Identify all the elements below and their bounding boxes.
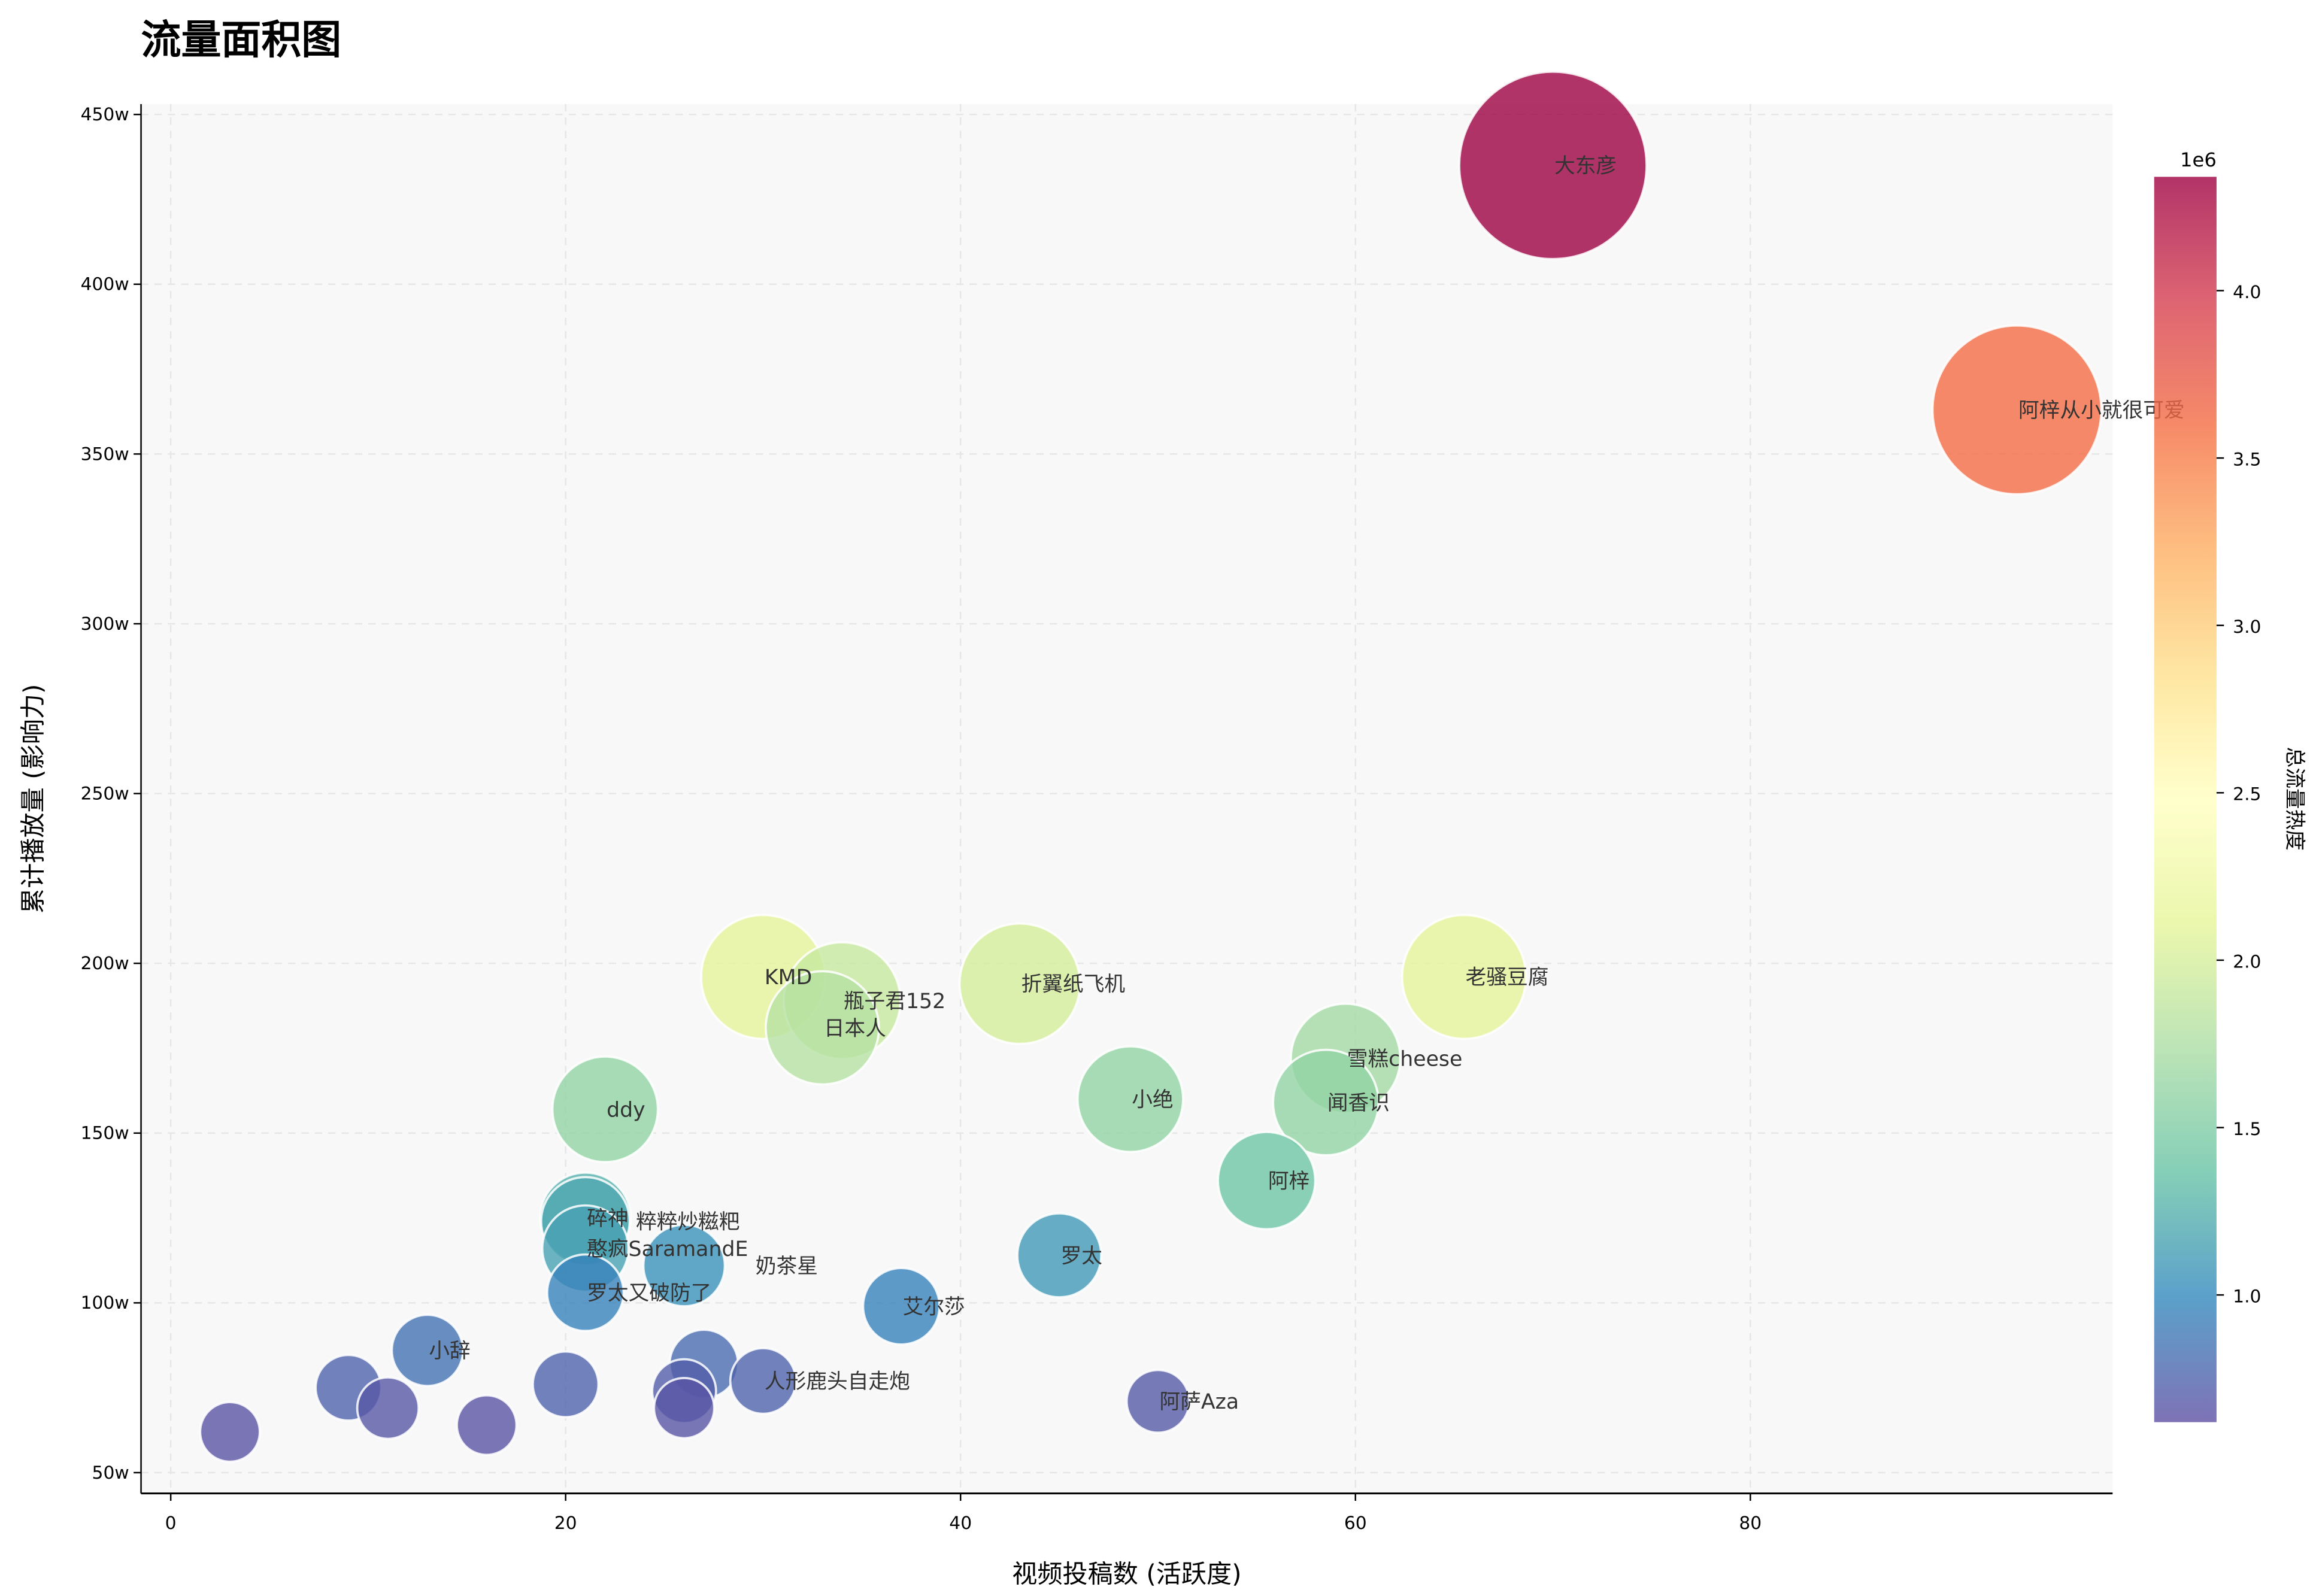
bubble: [1400, 914, 1527, 1040]
bubble-label: 奶茶星: [756, 1254, 818, 1278]
bubble-label: 碎神: [587, 1207, 628, 1231]
colorbar-tick-label: 3.5: [2233, 449, 2261, 470]
bubble-label: 小辞: [429, 1339, 470, 1363]
colorbar-tick-label: 1.0: [2233, 1286, 2261, 1307]
bubble-label: 阿梓: [1268, 1170, 1309, 1194]
bubble: [532, 1350, 600, 1419]
y-axis-label: 累计播放量 (影响力): [18, 684, 47, 914]
y-tick-label: 50w: [92, 1463, 129, 1483]
bubble-label: 粹粹炒糍粑: [636, 1210, 740, 1234]
colorbar-tick-label: 1.5: [2233, 1119, 2261, 1140]
bubble: [1272, 1048, 1380, 1157]
colorbar-label: 总流量热度: [2282, 747, 2306, 851]
bubble: [729, 1347, 798, 1415]
x-tick-label: 80: [1739, 1513, 1762, 1534]
y-tick-label: 200w: [81, 953, 129, 974]
y-tick-label: 250w: [81, 783, 129, 804]
bubble: [765, 970, 880, 1086]
bubble: [390, 1313, 465, 1388]
y-tick-label: 100w: [81, 1292, 129, 1313]
bubble-label: 罗太: [1061, 1244, 1102, 1268]
bubble: [551, 1055, 659, 1163]
bubble: [1458, 70, 1648, 260]
bubble: [862, 1267, 941, 1346]
bubble: [456, 1394, 518, 1457]
grid: [141, 104, 2113, 1494]
bubble-label: ddy: [607, 1098, 645, 1122]
plot-area: [141, 104, 2113, 1494]
bubble-label: 憨疯SaramandE: [587, 1237, 748, 1261]
y-tick-label: 400w: [81, 274, 129, 295]
colorbar: [2154, 177, 2217, 1422]
bubble-label: 雪糕cheese: [1347, 1047, 1463, 1071]
bubble-label: 瓶子君152: [844, 990, 945, 1014]
bubble-label: 小绝: [1132, 1088, 1173, 1112]
bubble-label: 人形鹿头自走炮: [765, 1370, 910, 1394]
y-ticks: 50w 100w 150w 200w 250w 300w 350w 400w 450w: [81, 104, 141, 1483]
bubble: [653, 1377, 716, 1440]
bubble-label: 老骚豆腐: [1466, 966, 1549, 990]
colorbar-tick-label: 2.0: [2233, 951, 2261, 972]
bubble: [356, 1376, 420, 1440]
colorbar-tick-label: 3.0: [2233, 617, 2261, 638]
x-tick-label: 20: [554, 1513, 577, 1534]
chart-title: 流量面积图: [141, 17, 342, 63]
bubble: [1125, 1369, 1191, 1434]
bubble-label: 闻香识: [1327, 1091, 1390, 1115]
bubble: [199, 1401, 261, 1463]
y-tick-label: 150w: [81, 1123, 129, 1144]
bubbles: [199, 70, 2103, 1463]
x-tick-label: 0: [165, 1513, 177, 1534]
x-tick-label: 40: [949, 1513, 972, 1534]
colorbar-tick-label: 2.5: [2233, 784, 2261, 805]
bubble: [545, 1253, 625, 1333]
bubble: [1217, 1131, 1317, 1231]
x-axis-label: 视频投稿数 (活跃度): [1012, 1559, 1241, 1588]
y-tick-label: 300w: [81, 614, 129, 635]
bubble-label: 阿萨Aza: [1159, 1390, 1239, 1414]
bubble: [1016, 1212, 1103, 1298]
colorbar-tick-label: 4.0: [2233, 282, 2261, 303]
bubble: [958, 922, 1081, 1045]
bubble-label: 艾尔莎: [903, 1295, 965, 1319]
y-tick-label: 450w: [81, 104, 129, 125]
x-ticks: 0 20 40 60 80: [165, 1493, 1762, 1534]
bubble-label: 大东彦: [1554, 154, 1617, 178]
bubble: [1076, 1045, 1184, 1153]
y-tick-label: 350w: [81, 444, 129, 465]
bubble: [642, 1224, 726, 1307]
bubble-label: 折翼纸飞机: [1021, 973, 1126, 997]
bubble-label: 日本人: [824, 1017, 886, 1040]
colorbar-ticks: 1.0 1.5 2.0 2.5 3.0 3.5 4.0: [2216, 282, 2261, 1307]
bubble-label: KMD: [765, 966, 812, 990]
x-tick-label: 60: [1344, 1513, 1367, 1534]
colorbar-exponent: 1e6: [2180, 148, 2217, 171]
bubble: [1931, 324, 2103, 496]
bubble-label: 罗太又破防了: [587, 1282, 711, 1306]
